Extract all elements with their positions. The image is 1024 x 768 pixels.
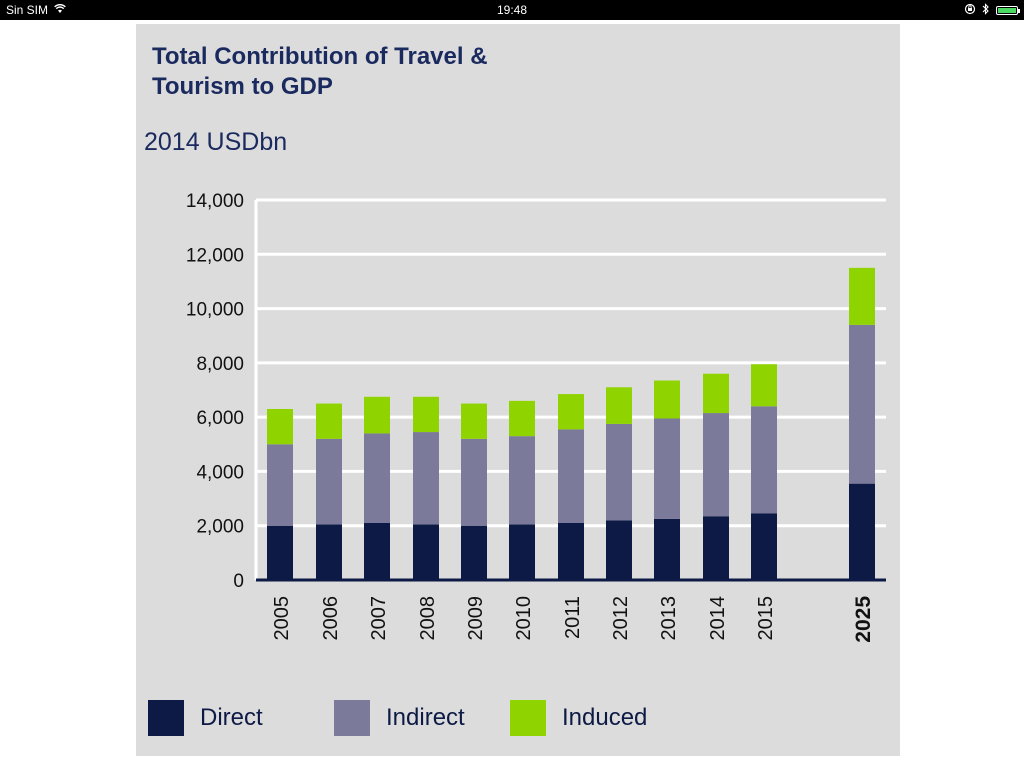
bar-2012-indirect [606,423,632,521]
y-tick-label-14000: 14,000 [186,191,244,212]
bar-2014-indirect [703,413,729,517]
legend-item-indirect: Indirect [334,700,465,736]
x-tick-label-2011: 2011 [562,596,584,639]
x-tick-label-2008: 2008 [417,596,439,641]
y-tick-label-12000: 12,000 [186,245,244,266]
bar-2007-induced [364,396,390,434]
bar-2010-induced [509,400,535,437]
chart-title-text: Total Contribution of Travel & Tourism t… [152,43,488,100]
bar-2011-indirect [558,429,584,523]
bar-2010-direct [509,524,535,580]
legend-item-induced: Induced [510,700,647,736]
y-tick-label-0: 0 [233,571,244,592]
bar-2006-induced [316,403,342,439]
chart-subtitle: 2014 USDbn [144,128,288,156]
bar-2008-induced [413,396,439,433]
y-tick-label-4000: 4,000 [196,462,244,483]
x-tick-label-2009: 2009 [465,596,487,641]
bar-2011-direct [558,523,584,580]
y-tick-label-2000: 2,000 [196,517,244,538]
bar-2012-induced [606,387,632,424]
bar-2015-direct [751,513,777,580]
bar-2015-indirect [751,406,777,514]
bar-2025-induced [849,267,875,325]
bar-2015-induced [751,364,777,407]
orientation-lock-icon [964,3,976,18]
x-tick-label-2014: 2014 [707,596,729,641]
bar-2009-direct [461,525,487,580]
legend-swatch-direct [148,700,184,736]
bar-2025-indirect [849,324,875,484]
bar-2006-direct [316,524,342,580]
bar-2014-direct [703,516,729,580]
bar-2013-induced [654,380,680,419]
bar-2011-induced [558,394,584,430]
x-tick-label-2006: 2006 [320,596,342,641]
status-time: 19:48 [496,3,528,17]
bar-2012-direct [606,520,632,580]
bar-2008-indirect [413,432,439,525]
legend-label-direct: Direct [200,704,263,731]
bluetooth-icon [982,3,990,18]
x-tick-label-2013: 2013 [658,596,680,641]
x-tick-label-2025: 2025 [852,596,875,643]
bar-2013-indirect [654,418,680,519]
bar-2009-induced [461,403,487,439]
bar-2010-indirect [509,436,535,525]
bar-2006-indirect [316,438,342,525]
x-tick-label-2015: 2015 [755,596,777,641]
legend-label-indirect: Indirect [386,704,465,731]
bar-2007-indirect [364,433,390,523]
chart-legend: Direct Indirect Induced [136,700,900,740]
carrier-label: Sin SIM [6,3,49,17]
bar-2005-indirect [267,444,293,526]
legend-item-direct: Direct [148,700,263,736]
bar-2014-induced [703,373,729,414]
status-bar: Sin SIM 19:48 [0,0,1024,20]
legend-swatch-induced [510,700,546,736]
x-tick-label-2007: 2007 [368,596,390,641]
y-tick-label-8000: 8,000 [196,354,244,375]
chart-panel: Total Contribution of Travel & Tourism t… [136,24,900,756]
stacked-bar-chart: 0 2,000 4,000 6,000 8,000 10,000 12,000 14,000 2… [186,191,886,643]
x-tick-label-2005: 2005 [271,596,293,641]
y-tick-label-6000: 6,000 [196,408,244,429]
bar-2005-induced [267,409,293,445]
bar-2025-direct [849,483,875,580]
bar-2013-direct [654,518,680,580]
y-tick-label-10000: 10,000 [186,300,244,321]
bar-2007-direct [364,523,390,580]
wifi-icon [54,3,66,17]
x-tick-label-2010: 2010 [513,596,535,641]
status-right [964,3,1020,18]
x-tick-label-2012: 2012 [610,596,632,641]
status-left: Sin SIM [6,3,66,17]
bar-2009-indirect [461,438,487,526]
bar-2008-direct [413,524,439,580]
legend-swatch-indirect [334,700,370,736]
legend-label-induced: Induced [562,704,648,731]
bar-2005-direct [267,525,293,580]
battery-icon [996,6,1020,15]
chart-title: Total Contribution of Travel & Tourism t… [152,42,512,102]
